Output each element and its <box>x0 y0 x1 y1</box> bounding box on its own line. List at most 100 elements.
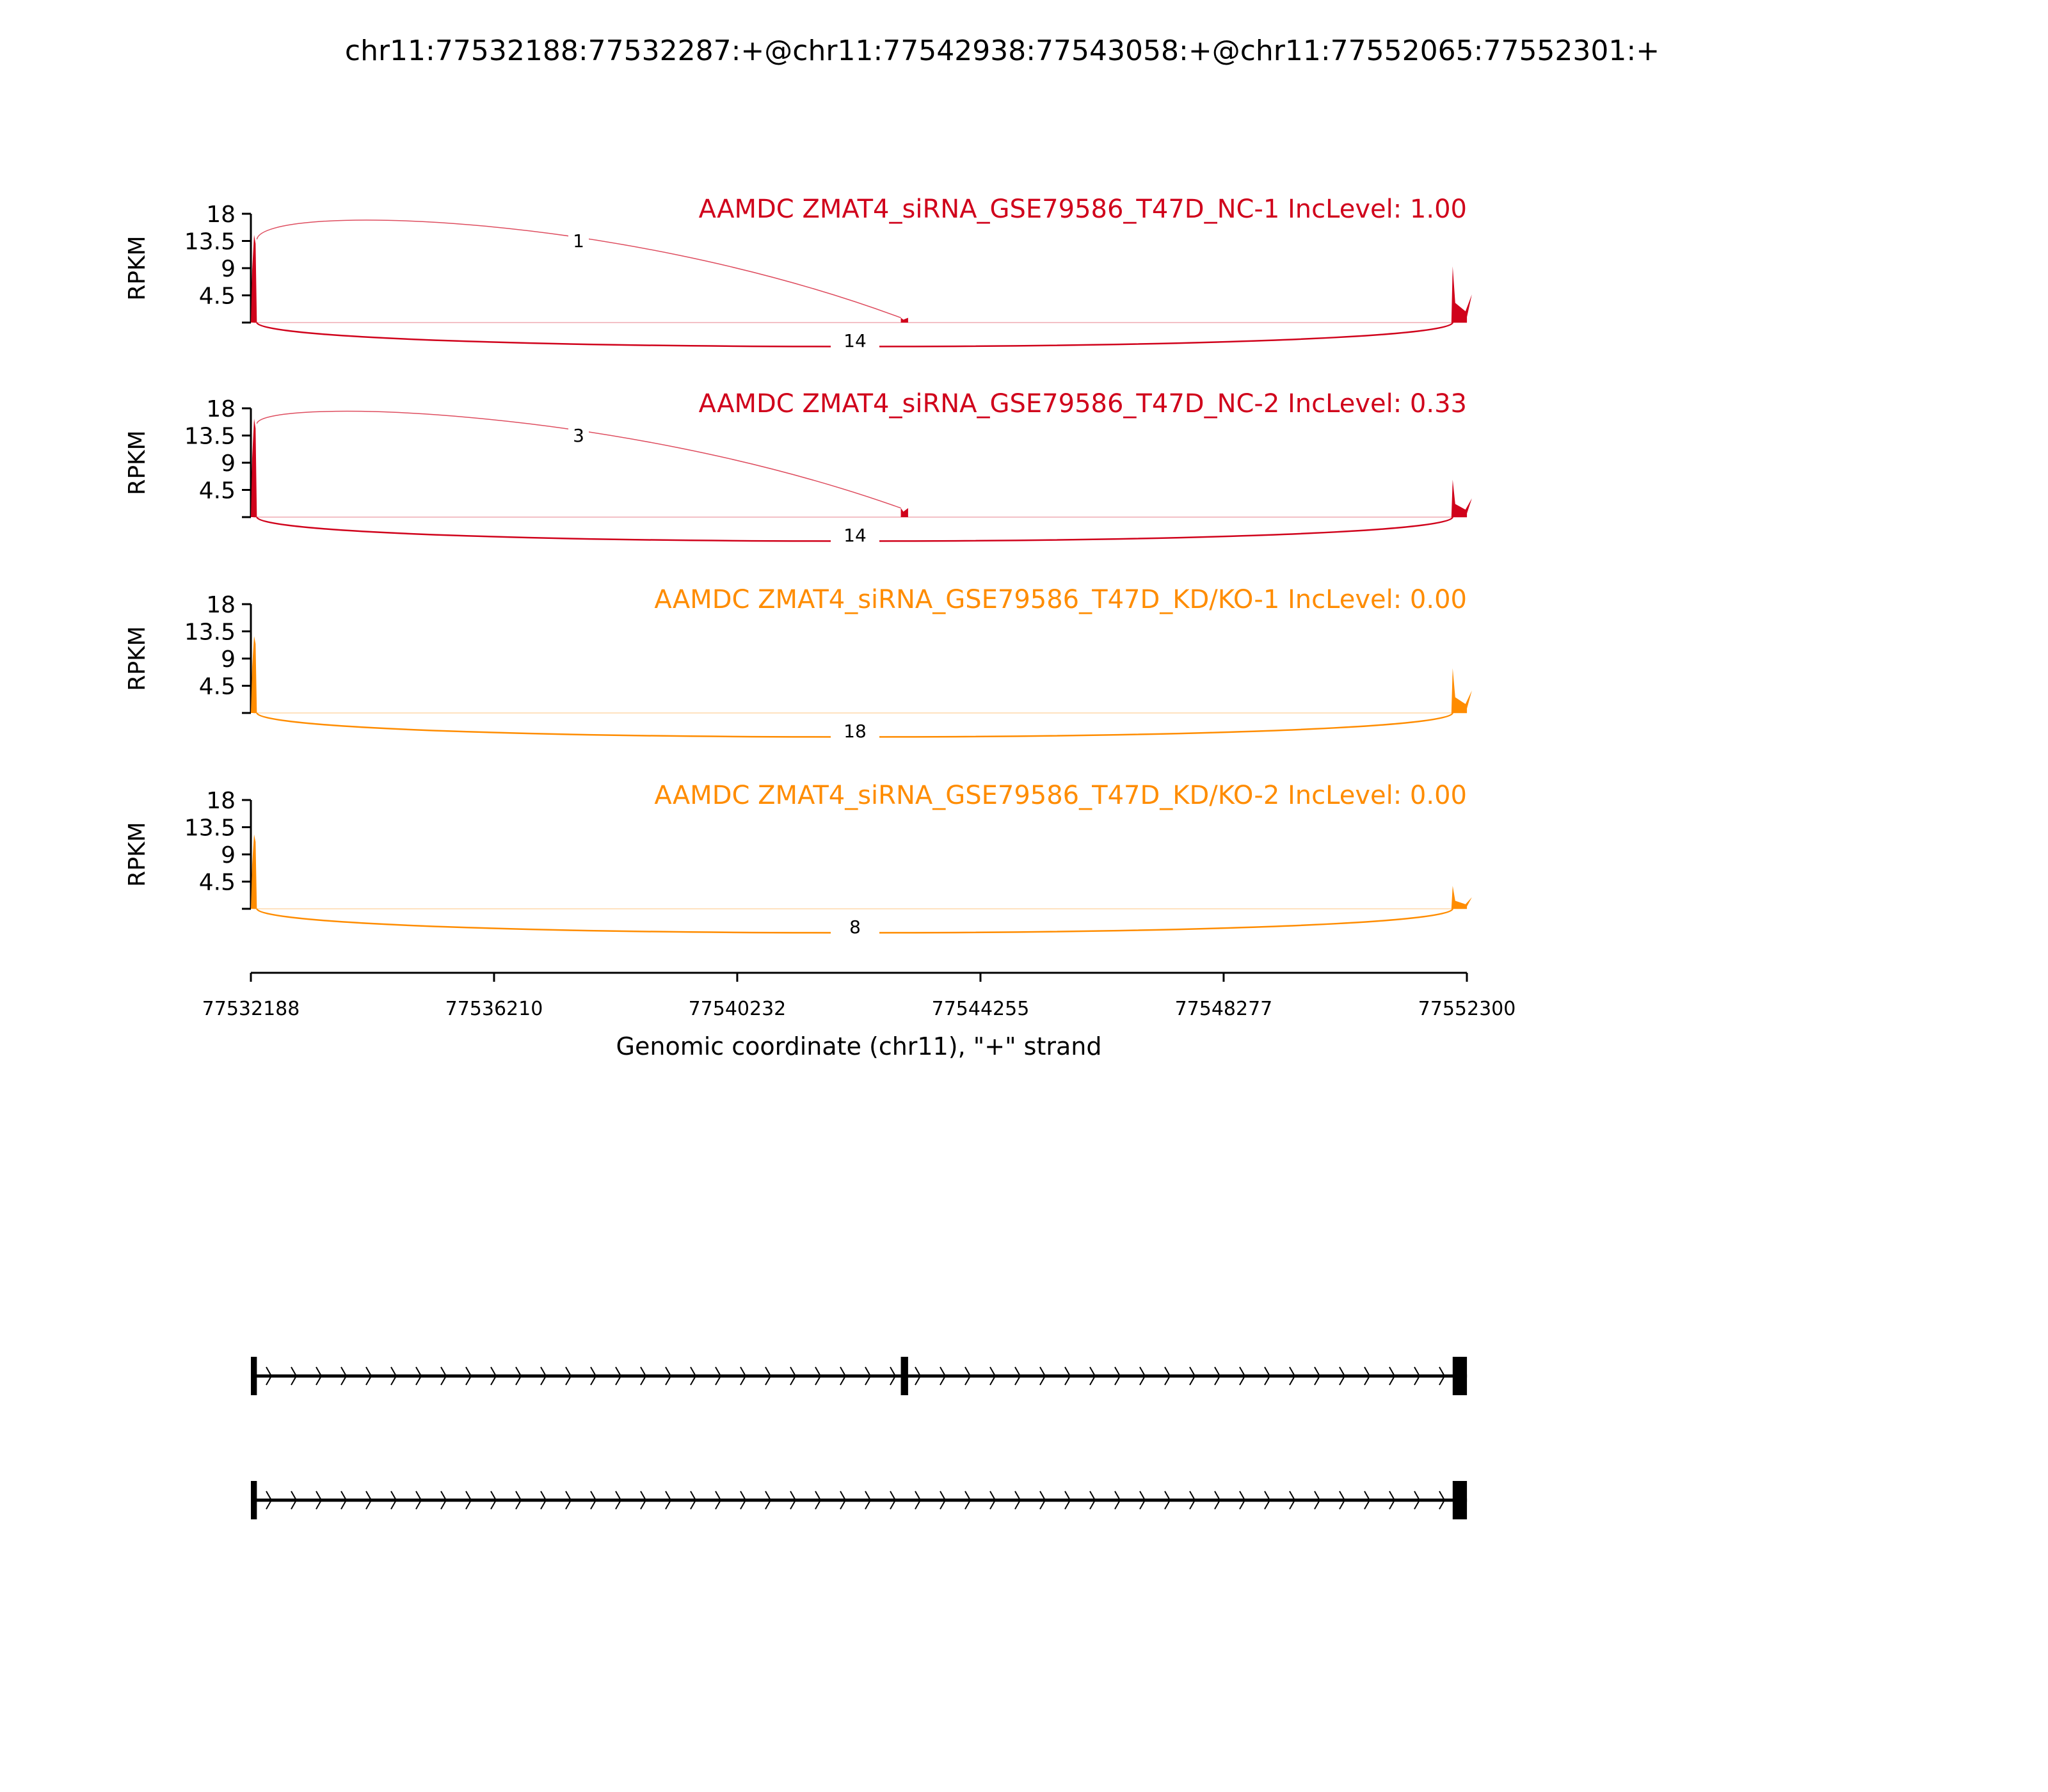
strand-arrow-icon <box>1264 1366 1271 1386</box>
strand-arrow-icon <box>1214 1366 1221 1386</box>
strand-arrow-icon <box>1289 1366 1296 1386</box>
coverage-exon-1 <box>251 834 257 909</box>
y-tick-label: 9 <box>221 842 236 868</box>
coverage-exon-2 <box>900 317 908 323</box>
strand-arrow-icon <box>1339 1366 1346 1386</box>
strand-arrow-icon <box>1164 1366 1171 1386</box>
strand-arrow-icon <box>465 1491 472 1510</box>
strand-arrow-icon <box>1014 1491 1021 1510</box>
strand-arrow-icon <box>1389 1366 1396 1386</box>
strand-arrow-icon <box>615 1366 622 1386</box>
strand-arrow-icon <box>765 1491 772 1510</box>
strand-arrow-icon <box>1414 1366 1421 1386</box>
strand-arrow-icon <box>640 1366 647 1386</box>
strand-arrow-icon <box>989 1491 996 1510</box>
strand-arrow-icon <box>565 1366 572 1386</box>
strand-arrow-icon <box>1389 1491 1396 1510</box>
strand-arrow-icon <box>590 1366 597 1386</box>
strand-arrow-icon <box>1139 1366 1146 1386</box>
strand-arrow-icon <box>266 1366 273 1386</box>
y-tick-label: 9 <box>221 646 236 673</box>
strand-arrow-icon <box>840 1491 847 1510</box>
junction-label-bg <box>831 525 879 548</box>
strand-arrow-icon <box>1139 1491 1146 1510</box>
strand-arrow-icon <box>690 1491 697 1510</box>
strand-arrow-icon <box>665 1491 672 1510</box>
exon-block <box>900 1357 908 1395</box>
y-tick-label: 9 <box>221 256 236 282</box>
strand-arrow-icon <box>865 1366 872 1386</box>
strand-arrow-icon <box>415 1366 422 1386</box>
strand-arrow-icon <box>340 1491 348 1510</box>
strand-arrow-icon <box>1314 1366 1321 1386</box>
y-tick-label: 13.5 <box>184 620 236 646</box>
strand-arrow-icon <box>765 1366 772 1386</box>
y-tick-label: 18 <box>206 788 236 814</box>
x-tick-label: 77540232 <box>689 998 787 1020</box>
strand-arrow-icon <box>640 1491 647 1510</box>
strand-arrow-icon <box>1439 1491 1446 1510</box>
strand-arrow-icon <box>1189 1366 1196 1386</box>
coverage-exon-1 <box>251 419 257 517</box>
skipping-junction-count: 8 <box>849 916 861 938</box>
strand-arrow-icon <box>1089 1491 1096 1510</box>
exon-block <box>1452 1481 1468 1519</box>
strand-arrow-icon <box>1414 1491 1421 1510</box>
strand-arrow-icon <box>740 1366 747 1386</box>
strand-arrow-icon <box>964 1366 972 1386</box>
strand-arrow-icon <box>840 1366 847 1386</box>
junction-label-bg <box>568 232 589 253</box>
strand-arrow-icon <box>266 1491 273 1510</box>
strand-arrow-icon <box>1439 1366 1446 1386</box>
exon-block <box>251 1481 257 1519</box>
y-tick-label: 4.5 <box>199 284 236 310</box>
exon-block <box>251 1357 257 1395</box>
strand-arrow-icon <box>815 1366 822 1386</box>
strand-arrow-icon <box>815 1491 822 1510</box>
strand-arrow-icon <box>365 1366 372 1386</box>
strand-arrow-icon <box>865 1491 872 1510</box>
y-axis-label: RPKM <box>124 822 150 886</box>
y-tick-label: 18 <box>206 202 236 228</box>
strand-arrow-icon <box>590 1491 597 1510</box>
strand-arrow-icon <box>940 1491 947 1510</box>
y-axis-label: RPKM <box>124 626 150 691</box>
strand-arrow-icon <box>1339 1491 1346 1510</box>
y-tick-label: 4.5 <box>199 478 236 504</box>
coverage-exon-2 <box>900 508 908 517</box>
coverage-exon-1 <box>251 636 257 713</box>
strand-arrow-icon <box>1289 1491 1296 1510</box>
strand-arrow-icon <box>390 1366 397 1386</box>
coverage-exon-3 <box>1451 266 1472 323</box>
strand-arrow-icon <box>1014 1366 1021 1386</box>
strand-arrow-icon <box>1114 1366 1121 1386</box>
y-tick-label: 13.5 <box>184 229 236 255</box>
strand-arrow-icon <box>715 1491 722 1510</box>
coverage-exon-3 <box>1451 668 1472 713</box>
strand-arrow-icon <box>390 1491 397 1510</box>
strand-arrow-icon <box>1364 1491 1371 1510</box>
x-tick-label: 77552300 <box>1418 998 1516 1020</box>
gene-model-1 <box>251 1357 1468 1395</box>
strand-arrow-icon <box>291 1491 298 1510</box>
strand-arrow-icon <box>316 1491 323 1510</box>
strand-arrow-icon <box>665 1366 672 1386</box>
strand-arrow-icon <box>1214 1491 1221 1510</box>
strand-arrow-icon <box>415 1491 422 1510</box>
strand-arrow-icon <box>989 1366 996 1386</box>
strand-arrow-icon <box>1064 1366 1071 1386</box>
strand-arrow-icon <box>1264 1491 1271 1510</box>
strand-arrow-icon <box>690 1366 697 1386</box>
skipping-junction-count: 18 <box>844 721 867 742</box>
strand-arrow-icon <box>790 1491 797 1510</box>
y-tick-label: 13.5 <box>184 424 236 450</box>
strand-arrow-icon <box>490 1366 497 1386</box>
coverage-exon-3 <box>1451 479 1472 517</box>
strand-arrow-icon <box>740 1491 747 1510</box>
inclusion-junction-count: 3 <box>573 425 584 446</box>
strand-arrow-icon <box>465 1366 472 1386</box>
strand-arrow-icon <box>915 1366 922 1386</box>
